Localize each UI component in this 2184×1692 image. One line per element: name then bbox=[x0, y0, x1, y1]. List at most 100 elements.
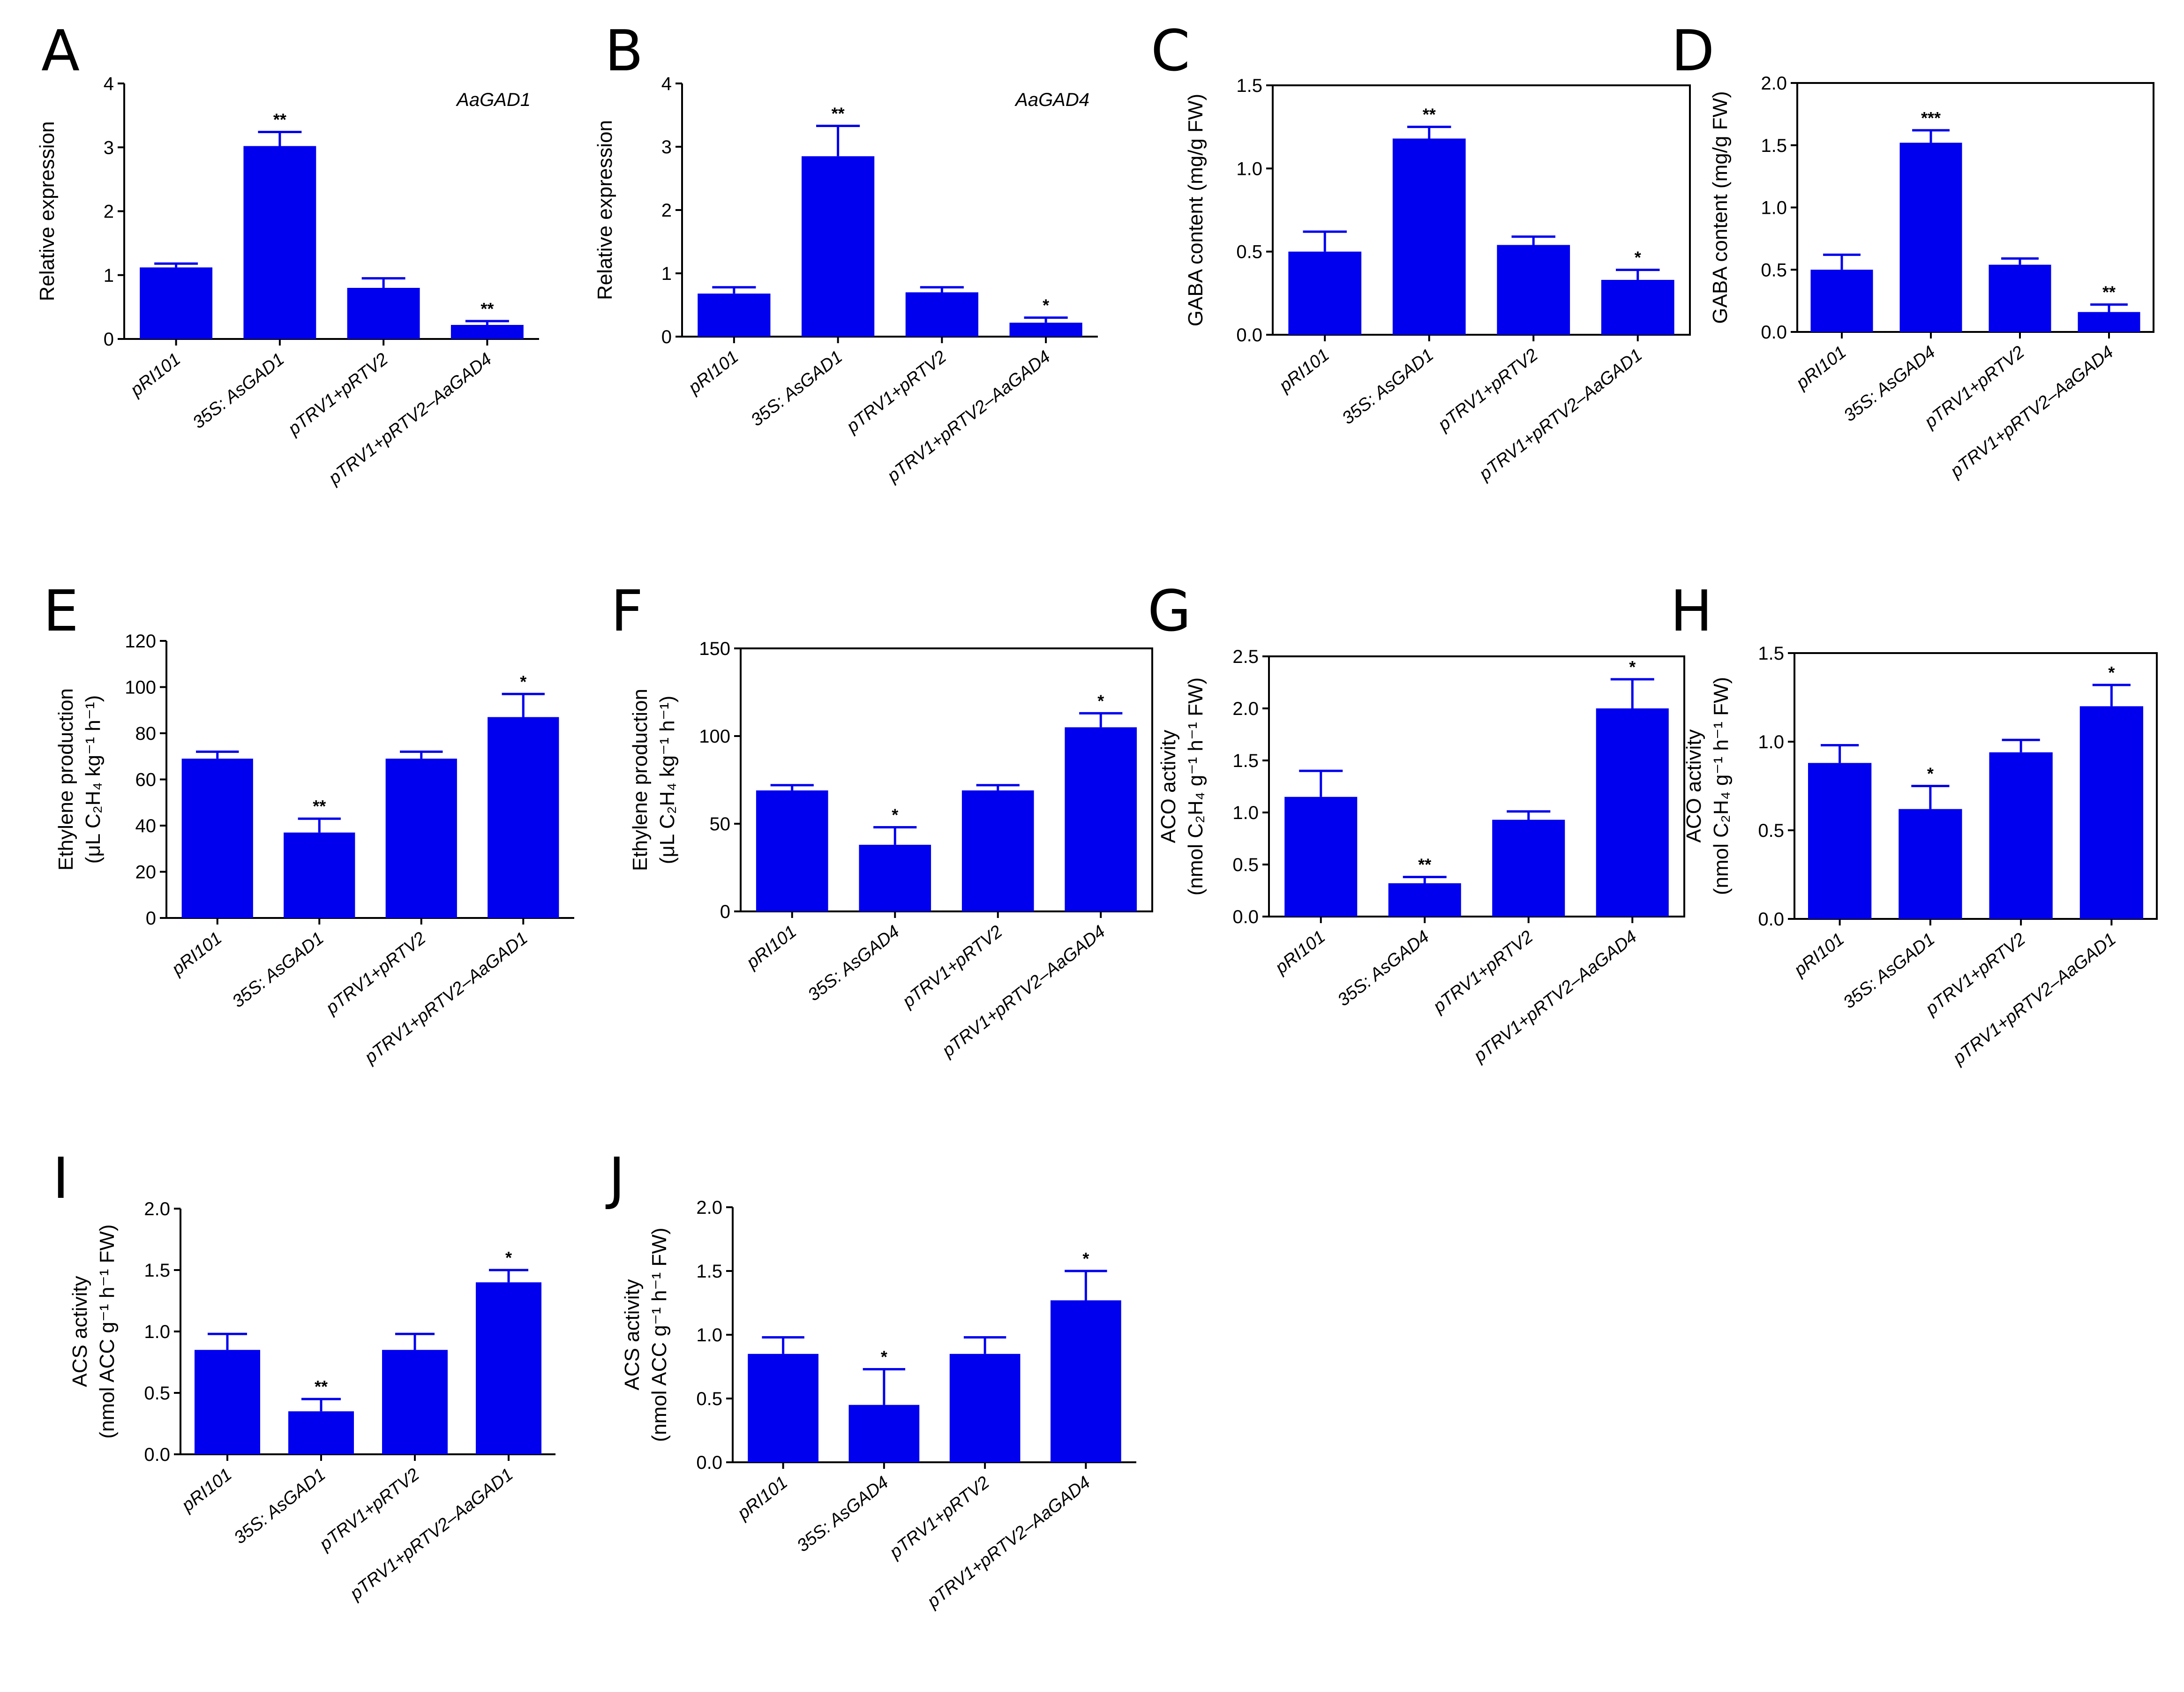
bar bbox=[949, 1354, 1021, 1462]
y-tick-label: 0 bbox=[661, 327, 672, 347]
bar bbox=[748, 1354, 818, 1462]
y-tick-label: 150 bbox=[699, 639, 730, 659]
panel-letter: E bbox=[43, 579, 79, 644]
significance-marker: *** bbox=[1921, 108, 1941, 128]
y-tick-label: 2.0 bbox=[1232, 699, 1259, 719]
bar bbox=[1601, 279, 1674, 335]
y-tick-label: 1.5 bbox=[144, 1260, 170, 1281]
bar bbox=[181, 759, 253, 918]
y-axis-label: GABA content (mg/g FW) bbox=[1184, 94, 1207, 326]
y-tick-label: 4 bbox=[104, 74, 114, 94]
y-tick-label: 1 bbox=[661, 263, 672, 284]
y-tick-label: 1.0 bbox=[1761, 198, 1787, 218]
y-tick-label: 2.0 bbox=[1761, 73, 1787, 94]
category-label: 35S: AsGAD1 bbox=[1839, 929, 1938, 1013]
y-axis-label: Ethylene production bbox=[54, 688, 77, 871]
y-axis-label: ACS activity bbox=[68, 1276, 91, 1387]
y-tick-label: 0 bbox=[720, 902, 730, 922]
significance-marker: * bbox=[1635, 248, 1641, 267]
bar bbox=[1808, 763, 1872, 919]
bar bbox=[1989, 752, 2053, 919]
y-tick-label: 1.0 bbox=[1758, 732, 1784, 752]
category-label: pRI101 bbox=[734, 1473, 791, 1524]
significance-marker: * bbox=[881, 1347, 887, 1366]
y-axis-label: ACS activity bbox=[621, 1279, 644, 1390]
bar bbox=[1284, 797, 1358, 917]
significance-marker: ** bbox=[1423, 105, 1436, 124]
y-tick-label: 2.0 bbox=[696, 1197, 722, 1218]
y-tick-label: 0.5 bbox=[1236, 242, 1262, 263]
bar bbox=[2079, 706, 2144, 919]
bar bbox=[1899, 143, 1962, 332]
gene-annotation: AaGAD4 bbox=[1014, 90, 1089, 110]
gene-annotation: AaGAD1 bbox=[456, 90, 531, 110]
y-tick-label: 1.5 bbox=[1761, 135, 1787, 156]
y-tick-label: 1.5 bbox=[1758, 643, 1784, 664]
category-label: pRI101 bbox=[1271, 927, 1329, 978]
y-tick-label: 3 bbox=[104, 137, 114, 158]
bar bbox=[905, 292, 978, 337]
panel-letter: H bbox=[1670, 579, 1712, 644]
significance-marker: * bbox=[520, 672, 526, 691]
category-label: pRI101 bbox=[1792, 342, 1850, 393]
bar bbox=[1810, 270, 1873, 332]
panel-b: B 0 1 2 3 4 Relative expression AaGAD4 pRI101 ** 3… bbox=[593, 19, 1098, 486]
panel-letter: B bbox=[605, 19, 643, 84]
category-label: pTRV1+pRTV2–AaGAD4 bbox=[325, 349, 495, 489]
y-tick-label: 1.0 bbox=[1236, 158, 1262, 179]
y-tick-label: 1.5 bbox=[1236, 75, 1262, 96]
bar bbox=[1596, 708, 1669, 917]
category-label: pRI101 bbox=[684, 347, 742, 398]
y-tick-label: 50 bbox=[710, 814, 731, 835]
y-tick-label: 3 bbox=[661, 137, 672, 158]
bar bbox=[1051, 1300, 1121, 1462]
bar bbox=[195, 1350, 260, 1454]
significance-marker: ** bbox=[480, 299, 494, 318]
y-tick-label: 0 bbox=[146, 908, 156, 929]
bar bbox=[382, 1350, 448, 1454]
y-axis-label: (nmol C₂H₄ g⁻¹ h⁻¹ FW) bbox=[1184, 677, 1207, 895]
panel-f: F 0 50 100 150 Ethylene production (μL C₂H₄ kg… bbox=[611, 579, 1153, 1061]
significance-marker: * bbox=[1629, 657, 1636, 677]
y-tick-label: 1 bbox=[104, 265, 114, 286]
category-label: pTRV1+pRTV2–AaGAD4 bbox=[938, 922, 1109, 1061]
bar bbox=[1065, 727, 1137, 911]
y-tick-label: 2.0 bbox=[144, 1199, 170, 1219]
y-axis-label: Ethylene production bbox=[629, 689, 652, 871]
category-label: pTRV1+pRTV2 bbox=[1429, 927, 1537, 1017]
y-tick-label: 20 bbox=[135, 862, 157, 883]
category-label: pRI101 bbox=[127, 349, 184, 400]
y-tick-label: 0.0 bbox=[1236, 325, 1262, 346]
y-axis-label: (μL C₂H₄ kg⁻¹ h⁻¹) bbox=[656, 696, 679, 864]
significance-marker: ** bbox=[313, 797, 326, 816]
y-tick-label: 1.5 bbox=[1232, 751, 1259, 771]
category-label: 35S: AsGAD1 bbox=[229, 928, 328, 1012]
y-tick-label: 1.0 bbox=[144, 1322, 170, 1342]
y-axis-label: Relative expression bbox=[593, 120, 616, 300]
significance-marker: ** bbox=[1418, 855, 1431, 874]
category-label: 35S: AsGAD4 bbox=[1334, 927, 1433, 1010]
panel-j: J 0.0 0.5 1.0 1.5 2.0 ACS activity (nmol ACC g⁻… bbox=[605, 1146, 1136, 1612]
y-tick-label: 40 bbox=[135, 816, 157, 836]
category-label: pRI101 bbox=[1790, 929, 1848, 980]
panel-letter: D bbox=[1671, 19, 1714, 84]
y-tick-label: 1.5 bbox=[696, 1261, 722, 1282]
bar bbox=[698, 293, 771, 337]
y-axis-label: (nmol ACC g⁻¹ h⁻¹ FW) bbox=[648, 1227, 671, 1442]
category-label: pRI101 bbox=[743, 922, 800, 973]
category-label: 35S: AsGAD4 bbox=[1840, 342, 1939, 426]
category-label: pRI101 bbox=[168, 928, 225, 979]
bar bbox=[756, 790, 828, 911]
y-tick-label: 2.5 bbox=[1232, 647, 1259, 667]
significance-marker: ** bbox=[315, 1377, 328, 1396]
bar bbox=[243, 146, 316, 339]
bar bbox=[284, 832, 355, 918]
plot-frame bbox=[1272, 84, 1691, 336]
significance-marker: * bbox=[892, 805, 898, 824]
y-tick-label: 120 bbox=[125, 631, 156, 652]
y-tick-label: 100 bbox=[699, 726, 730, 747]
y-tick-label: 0.0 bbox=[696, 1452, 722, 1473]
significance-marker: * bbox=[505, 1248, 512, 1267]
category-label: pTRV1+pRTV2 bbox=[1434, 345, 1541, 435]
